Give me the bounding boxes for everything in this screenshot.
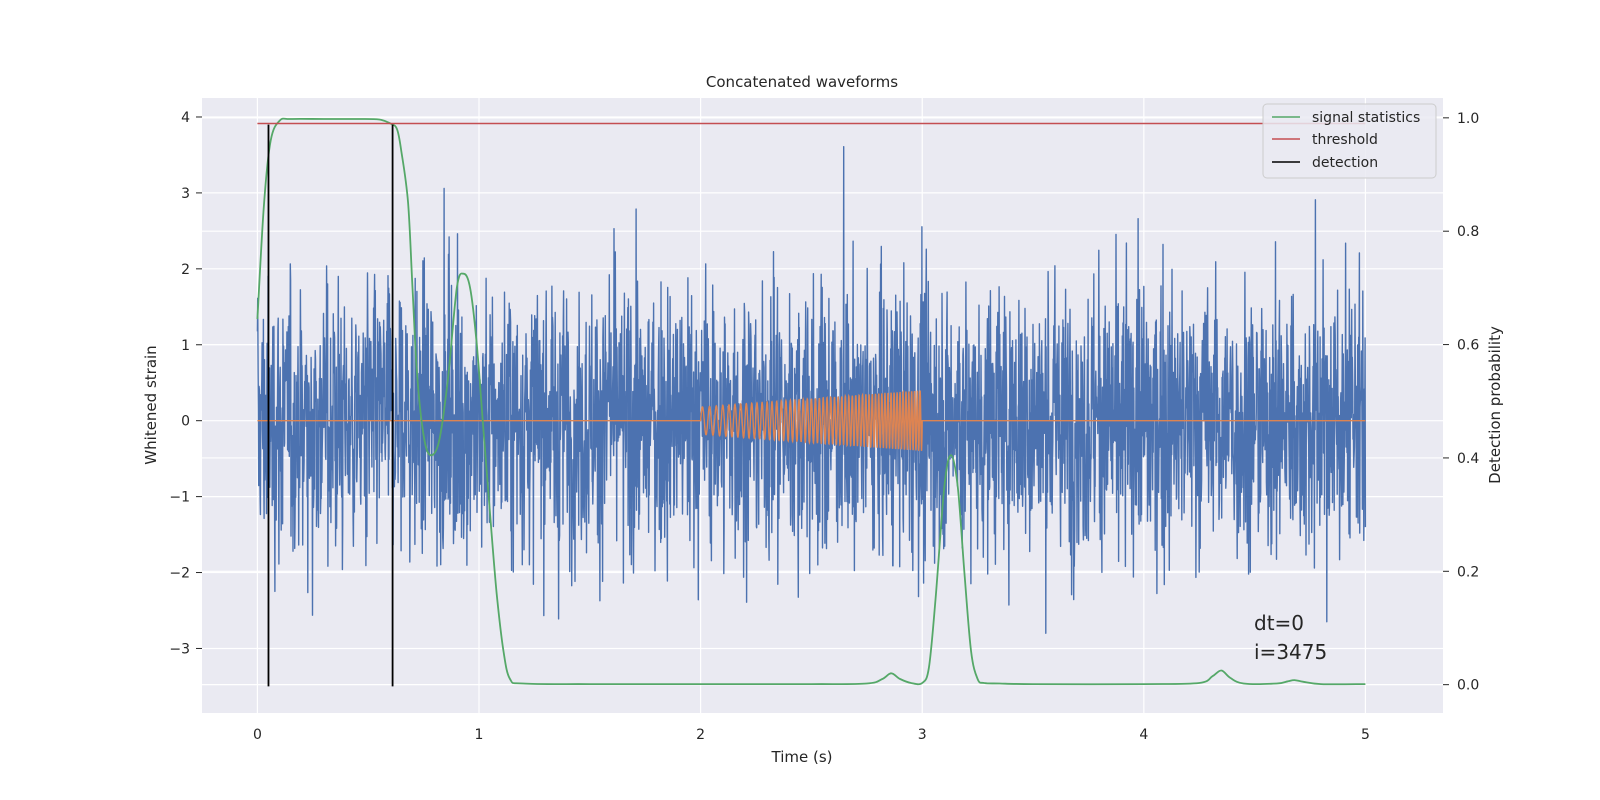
- y-right-tick-label: 0.0: [1457, 678, 1479, 694]
- y-tick-label: 2: [181, 262, 190, 278]
- x-axis-label: Time (s): [771, 748, 833, 766]
- x-tick-label: 4: [1139, 727, 1148, 743]
- legend: signal statistics threshold detection: [1262, 103, 1437, 179]
- x-tick-label: 1: [475, 727, 484, 743]
- legend-label-signal-statistics: signal statistics: [1312, 110, 1420, 126]
- y-right-tick-label: 0.2: [1457, 564, 1479, 580]
- y-tick-label: 4: [181, 110, 190, 126]
- y-tick-label: 0: [181, 414, 190, 430]
- signal-statistics-line: [256, 117, 1366, 686]
- y-right-tick-label: 0.4: [1457, 451, 1479, 467]
- legend-label-detection: detection: [1312, 155, 1378, 171]
- strain-series-line: [256, 146, 1367, 634]
- x-tick-label: 2: [696, 727, 705, 743]
- y-right-tick-label: 0.6: [1457, 338, 1479, 354]
- chart-title: Concatenated waveforms: [706, 73, 898, 91]
- y-tick-label: 1: [181, 338, 190, 354]
- x-tick-label: 5: [1361, 727, 1370, 743]
- legend-label-threshold: threshold: [1312, 132, 1378, 148]
- y-tick-label: −1: [169, 490, 190, 506]
- y-axis-right-label: Detection probability: [1486, 326, 1504, 484]
- annotation-index: i=3475: [1254, 640, 1327, 664]
- y-right-tick-label: 1.0: [1457, 111, 1479, 127]
- y-tick-label: 3: [181, 186, 190, 202]
- x-tick-label: 0: [253, 727, 262, 743]
- y-right-tick-label: 0.8: [1457, 224, 1479, 240]
- y-axis-label: Whitened strain: [142, 345, 160, 464]
- legend-box: [1262, 103, 1437, 179]
- x-tick-label: 3: [918, 727, 927, 743]
- annotation-dt: dt=0: [1254, 611, 1304, 635]
- y-tick-label: −3: [169, 641, 190, 657]
- injection-series-line: [257, 389, 1366, 451]
- y-tick-label: −2: [169, 566, 190, 582]
